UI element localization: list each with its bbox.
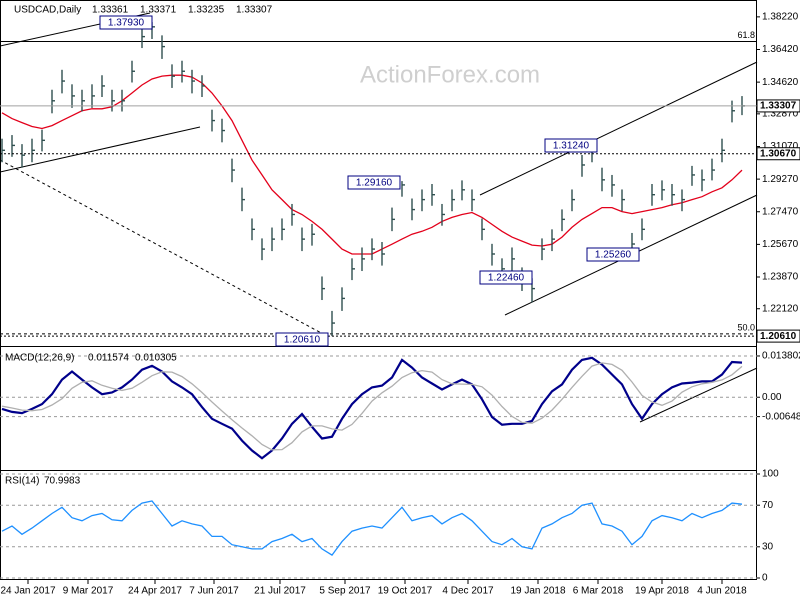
header-value: 0.010305 <box>135 353 177 364</box>
y-tick-label: 30 <box>762 541 774 552</box>
plot-frame <box>0 0 757 580</box>
y-tick-label: 0.00 <box>762 392 782 403</box>
y-tick-label: -0.006484 <box>762 411 800 422</box>
annotation-box <box>544 138 598 153</box>
trend-line <box>639 367 758 423</box>
y-tick-label: 1.27470 <box>762 206 799 217</box>
annotation-box <box>99 15 153 30</box>
price-box <box>756 329 800 343</box>
panel-title: USDCAD,Daily <box>14 5 81 16</box>
annotation: 1.31240 <box>553 141 590 152</box>
header-value: 0.011574 <box>88 353 129 364</box>
y-tick-label: 70 <box>762 500 774 511</box>
annotation: 1.22460 <box>488 273 525 284</box>
watermark: ActionForex.com <box>360 61 540 88</box>
trend-line <box>0 159 326 336</box>
fib-label: 50.0 <box>737 322 755 332</box>
y-tick-label: 1.38220 <box>762 12 799 23</box>
trend-line <box>479 61 758 196</box>
y-tick-label: 1.22120 <box>762 303 799 314</box>
x-tick-label: 5 Sep 2017 <box>319 586 371 597</box>
annotation-box <box>275 332 329 347</box>
x-tick-label: 19 Apr 2018 <box>635 586 689 597</box>
x-tick-label: 19 Jan 2018 <box>510 586 565 597</box>
annotation-box <box>479 270 533 285</box>
y-tick-label: 0 <box>762 573 768 584</box>
y-tick-label: 1.31070 <box>762 141 799 152</box>
annotation-box <box>586 247 640 262</box>
annotation: 1.25260 <box>595 250 632 261</box>
y-tick-label: 0.013802 <box>762 351 800 362</box>
fib-label: 61.8 <box>737 30 755 40</box>
series-line <box>1 356 743 460</box>
series-line <box>1 74 743 255</box>
annotation: 1.29160 <box>356 178 393 189</box>
price-box-label: 1.33307 <box>760 101 797 112</box>
header-value: 1.33361 <box>92 5 129 16</box>
x-tick-label: 7 Jun 2017 <box>189 586 239 597</box>
y-tick-label: 1.36420 <box>762 44 799 55</box>
series-line <box>1 500 743 556</box>
x-tick-label: 4 Jun 2018 <box>697 586 747 597</box>
y-tick-label: 1.29270 <box>762 174 799 185</box>
header-value: 1.33307 <box>236 5 273 16</box>
header-value: 1.33371 <box>140 5 177 16</box>
x-tick-label: 6 Mar 2018 <box>573 586 624 597</box>
annotation: 1.20610 <box>284 335 321 346</box>
price-box-label: 1.20610 <box>760 331 797 342</box>
x-tick-label: 19 Oct 2017 <box>378 586 433 597</box>
price-box-label: 1.30670 <box>760 148 797 159</box>
panel-title: MACD(12,26,9) <box>5 353 74 364</box>
price-box <box>756 147 800 161</box>
y-tick-label: 1.34620 <box>762 77 799 88</box>
y-tick-label: 1.25670 <box>762 239 799 250</box>
trend-line <box>0 126 201 173</box>
x-tick-label: 24 Jan 2017 <box>0 586 55 597</box>
annotation-box <box>347 175 401 190</box>
x-tick-label: 24 Apr 2017 <box>128 586 182 597</box>
series-line <box>1 362 743 451</box>
y-tick-label: 1.23870 <box>762 272 799 283</box>
y-tick-label: 100 <box>762 469 779 480</box>
annotation: 1.37930 <box>108 18 145 29</box>
panel-title: RSI(14) <box>5 476 39 487</box>
header-value: 1.33235 <box>188 5 225 16</box>
header-value: 70.9983 <box>44 476 81 487</box>
x-tick-label: 21 Jul 2017 <box>254 586 306 597</box>
price-box <box>756 99 800 113</box>
y-tick-label: 1.32870 <box>762 108 799 119</box>
x-tick-label: 9 Mar 2017 <box>63 586 114 597</box>
x-tick-label: 4 Dec 2017 <box>442 586 494 597</box>
